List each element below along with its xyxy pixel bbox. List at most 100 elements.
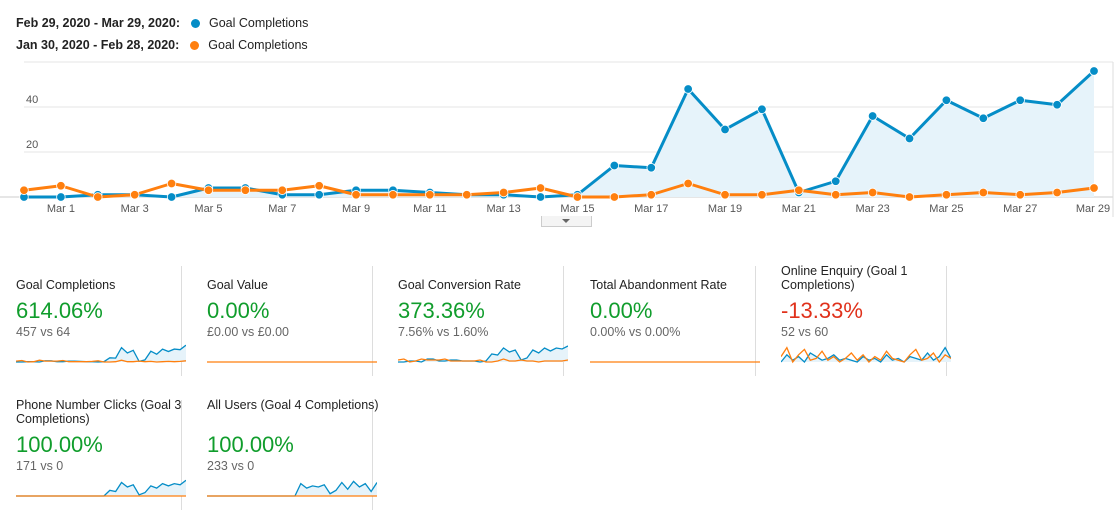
scorecard[interactable]: Goal Conversion Rate 373.36% 7.56% vs 1.60… bbox=[382, 266, 568, 376]
scorecard-title: Goal Conversion Rate bbox=[398, 278, 521, 292]
scorecard[interactable]: All Users (Goal 4 Completions) 100.00% 233… bbox=[191, 398, 379, 510]
previous-data-point[interactable] bbox=[572, 192, 583, 202]
legend-previous-dot-icon bbox=[190, 40, 200, 50]
sparkline-current-area bbox=[16, 345, 186, 362]
legend-current-metric[interactable]: Goal Completions bbox=[208, 16, 309, 30]
scorecard-value: 100.00% bbox=[16, 432, 103, 457]
x-tick-label: Mar 27 bbox=[1003, 203, 1037, 215]
scorecard-value: 100.00% bbox=[207, 432, 294, 457]
previous-data-point[interactable] bbox=[1015, 190, 1025, 200]
sparkline-previous bbox=[16, 359, 186, 363]
current-data-point[interactable] bbox=[941, 95, 952, 105]
previous-data-point[interactable] bbox=[1052, 187, 1062, 198]
y-tick-label: 60 bbox=[26, 58, 38, 61]
current-data-point[interactable] bbox=[1052, 100, 1062, 110]
scorecard-value: 373.36% bbox=[398, 298, 485, 323]
series-previous-line bbox=[23, 182, 1095, 199]
scorecard[interactable]: Phone Number Clicks (Goal 3 Completions)… bbox=[0, 398, 186, 510]
legend-previous: Jan 30, 2020 - Feb 28, 2020: Goal Comple… bbox=[16, 38, 308, 52]
x-tick-label: Mar 29 bbox=[1076, 203, 1110, 215]
scorecard[interactable]: Online Enquiry (Goal 1 Completions) -13.3… bbox=[765, 264, 951, 376]
current-data-point[interactable] bbox=[757, 104, 767, 114]
previous-data-point[interactable] bbox=[757, 190, 767, 200]
current-data-point[interactable] bbox=[720, 124, 730, 135]
scorecard-sparkline bbox=[398, 345, 568, 363]
scorecard-comparison: 0.00% vs 0.00% bbox=[590, 325, 681, 339]
scorecard[interactable]: Goal Value 0.00% £0.00 vs £0.00 bbox=[191, 266, 377, 376]
previous-data-point[interactable] bbox=[904, 192, 915, 202]
x-tick-label: Mar 7 bbox=[268, 203, 296, 215]
scorecard-sparkline bbox=[590, 361, 760, 363]
current-data-point[interactable] bbox=[646, 163, 656, 173]
previous-data-point[interactable] bbox=[166, 178, 177, 189]
previous-data-point[interactable] bbox=[498, 187, 509, 198]
scorecard-title: Online Enquiry (Goal 1 Completions) bbox=[781, 264, 908, 292]
previous-data-point[interactable] bbox=[867, 187, 878, 198]
legend-current-range: Feb 29, 2020 - Mar 29, 2020: bbox=[16, 16, 180, 30]
x-tick-label: Mar 3 bbox=[121, 203, 149, 215]
previous-data-point[interactable] bbox=[462, 190, 472, 200]
x-tick-label: Mar 1 bbox=[47, 203, 75, 215]
scorecard-title: Goal Completions bbox=[16, 278, 116, 292]
previous-data-point[interactable] bbox=[535, 183, 546, 193]
x-tick-label: Mar 11 bbox=[413, 203, 446, 215]
goal-completions-chart[interactable]: 20 40 60 Mar 1 Mar 3 Mar 5 Mar 7 Mar 9 Mar 11 Mar… bbox=[0, 58, 1115, 218]
scorecard-value: 614.06% bbox=[16, 298, 103, 323]
x-tick-label: Mar 17 bbox=[634, 203, 668, 215]
scorecard-comparison: 171 vs 0 bbox=[16, 459, 64, 473]
previous-data-point[interactable] bbox=[203, 185, 214, 195]
current-data-point[interactable] bbox=[831, 176, 841, 186]
previous-data-point[interactable] bbox=[831, 190, 841, 200]
scorecard-sparkline bbox=[16, 479, 186, 497]
scorecard[interactable]: Total Abandonment Rate 0.00% 0.00% vs 0.00… bbox=[574, 266, 760, 376]
previous-data-point[interactable] bbox=[56, 181, 66, 191]
sparkline-current-area bbox=[207, 481, 377, 496]
legend-current-dot-icon bbox=[190, 18, 200, 28]
current-data-point[interactable] bbox=[1015, 95, 1025, 105]
previous-data-point[interactable] bbox=[93, 192, 103, 202]
previous-data-point[interactable] bbox=[941, 190, 952, 200]
current-data-point[interactable] bbox=[683, 84, 693, 94]
current-data-point[interactable] bbox=[978, 113, 989, 123]
current-data-point[interactable] bbox=[535, 192, 546, 202]
x-tick-label: Mar 15 bbox=[560, 203, 594, 215]
previous-data-point[interactable] bbox=[388, 190, 398, 200]
previous-data-point[interactable] bbox=[720, 190, 730, 200]
scorecard-sparkline bbox=[781, 346, 951, 364]
x-tick-label: Mar 23 bbox=[855, 203, 889, 215]
legend-previous-metric[interactable]: Goal Completions bbox=[208, 38, 308, 52]
current-data-point[interactable] bbox=[56, 192, 66, 202]
previous-data-point[interactable] bbox=[351, 190, 361, 200]
previous-data-point[interactable] bbox=[277, 185, 287, 195]
current-data-point[interactable] bbox=[314, 190, 324, 200]
previous-data-point[interactable] bbox=[1089, 183, 1099, 193]
scorecard-comparison: 457 vs 64 bbox=[16, 325, 71, 339]
previous-data-point[interactable] bbox=[19, 185, 29, 195]
scorecard-sparkline bbox=[16, 344, 186, 363]
current-data-point[interactable] bbox=[867, 111, 878, 121]
scorecard-title: Total Abandonment Rate bbox=[590, 278, 727, 292]
previous-data-point[interactable] bbox=[129, 190, 140, 200]
previous-data-point[interactable] bbox=[609, 192, 620, 202]
x-tick-label: Mar 19 bbox=[708, 203, 742, 215]
previous-data-point[interactable] bbox=[646, 190, 656, 200]
scorecard-title: Phone Number Clicks (Goal 3 Completions) bbox=[16, 398, 182, 426]
current-data-point[interactable] bbox=[166, 192, 177, 202]
previous-data-point[interactable] bbox=[978, 187, 989, 198]
current-data-point[interactable] bbox=[609, 160, 620, 171]
chart-collapse-toggle[interactable] bbox=[541, 216, 592, 227]
current-data-point[interactable] bbox=[1089, 66, 1099, 76]
scorecard-title: All Users (Goal 4 Completions) bbox=[207, 398, 379, 412]
previous-data-point[interactable] bbox=[683, 178, 693, 189]
scorecard-value: 0.00% bbox=[590, 298, 653, 323]
scorecard[interactable]: Goal Completions 614.06% 457 vs 64 bbox=[0, 266, 186, 376]
scorecard-comparison: 233 vs 0 bbox=[207, 459, 255, 473]
previous-data-point[interactable] bbox=[240, 185, 251, 195]
previous-data-point[interactable] bbox=[794, 185, 804, 195]
scorecard-comparison: 52 vs 60 bbox=[781, 325, 829, 339]
x-tick-label: Mar 21 bbox=[782, 203, 816, 215]
previous-data-point[interactable] bbox=[425, 190, 435, 200]
previous-data-point[interactable] bbox=[314, 181, 324, 191]
scorecard-value: 0.00% bbox=[207, 298, 270, 323]
current-data-point[interactable] bbox=[904, 133, 915, 144]
